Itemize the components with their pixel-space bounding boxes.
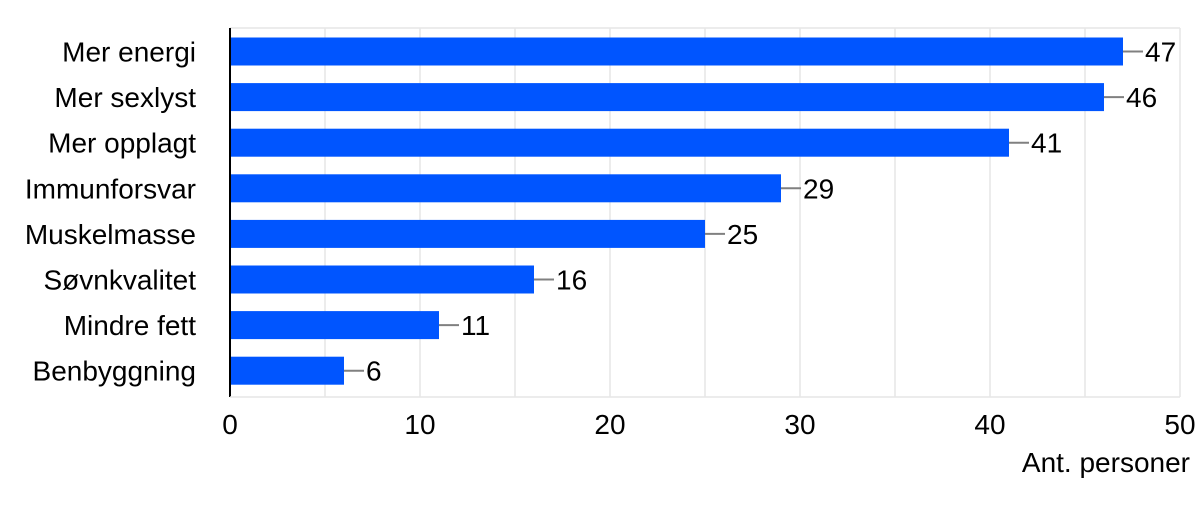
value-label: 47 [1145, 37, 1176, 68]
x-tick-label: 50 [1164, 409, 1195, 440]
bar [230, 174, 781, 203]
value-label: 25 [727, 219, 758, 250]
x-tick-labels: 0 10 20 30 40 50 [222, 409, 1195, 440]
value-leader-lines [344, 50, 1143, 372]
x-tick-label: 40 [974, 409, 1005, 440]
value-label: 6 [366, 356, 382, 387]
x-axis-title: Ant. personer [1022, 447, 1190, 478]
category-label: Benbyggning [33, 356, 196, 387]
category-label: Muskelmasse [25, 219, 196, 250]
value-label: 16 [556, 265, 587, 296]
category-label: Immunforsvar [25, 173, 196, 204]
x-tick-label: 0 [222, 409, 238, 440]
bar [230, 37, 1123, 66]
category-label: Mer energi [62, 37, 196, 68]
value-label: 11 [461, 310, 490, 341]
x-tick-label: 10 [404, 409, 435, 440]
category-label: Mindre fett [64, 310, 196, 341]
value-label: 46 [1126, 82, 1157, 113]
bar [230, 128, 1009, 157]
category-labels: Mer energi Mer sexlyst Mer opplagt Immunfor… [25, 37, 196, 387]
x-tick-label: 20 [594, 409, 625, 440]
category-label: Mer opplagt [48, 128, 196, 159]
bar [230, 356, 344, 385]
bar [230, 265, 534, 294]
value-label: 29 [803, 173, 834, 204]
bar [230, 219, 705, 248]
bar [230, 311, 439, 340]
category-label: Søvnkvalitet [44, 265, 197, 296]
value-labels: 47 46 41 29 25 16 11 6 [366, 37, 1176, 387]
x-tick-label: 30 [784, 409, 815, 440]
category-label: Mer sexlyst [54, 82, 196, 113]
value-label: 41 [1031, 128, 1062, 159]
bars [230, 37, 1123, 385]
axes [229, 28, 1180, 398]
bar [230, 83, 1104, 112]
